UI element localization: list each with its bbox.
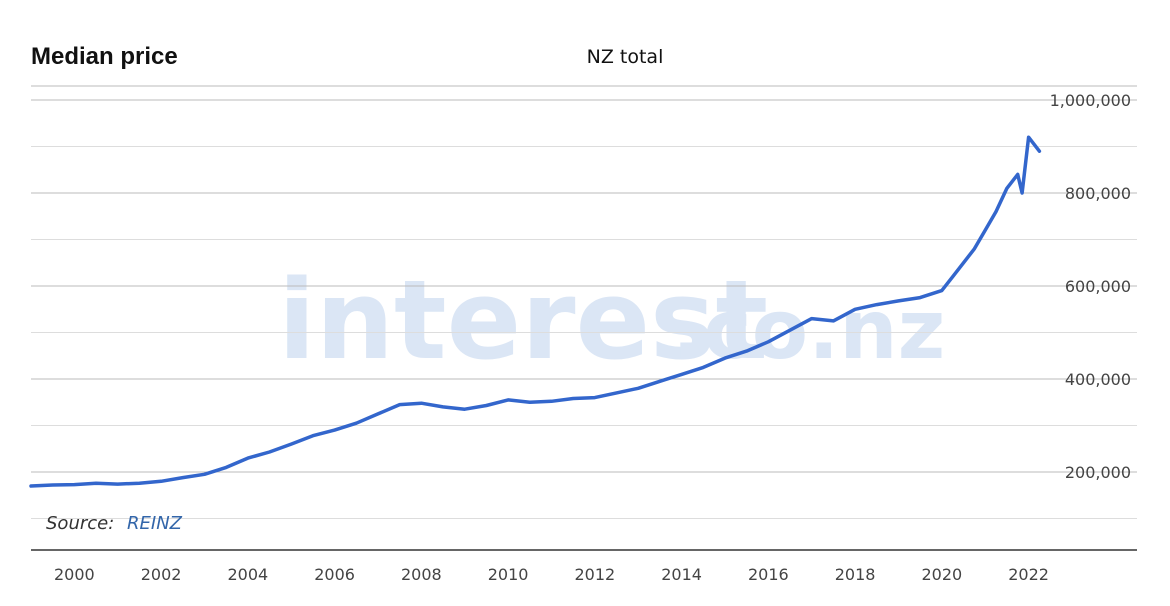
source-link[interactable]: REINZ: [127, 513, 183, 534]
x-tick-label: 2010: [488, 565, 529, 584]
series-line: [29, 135, 1042, 488]
y-tick-label: 200,000: [1065, 463, 1131, 482]
x-tick-label: 2014: [661, 565, 702, 584]
watermark-main: interest: [278, 256, 768, 384]
y-tick-label: 1,000,000: [1050, 91, 1131, 110]
watermark: interest .co.nz: [278, 256, 945, 384]
x-tick-label: 2004: [228, 565, 269, 584]
source-note: Source: REINZ: [46, 513, 183, 534]
y-tick-label: 400,000: [1065, 370, 1131, 389]
x-axis-ticks: 2000 2002 2004 2006 2008 2010 2012 2014 2016 2018…: [54, 565, 1049, 584]
gridlines: [31, 85, 1137, 519]
x-tick-label: 2008: [401, 565, 442, 584]
x-tick-label: 2018: [835, 565, 876, 584]
chart-subtitle: NZ total: [587, 46, 664, 68]
y-axis-ticks: 200,000 400,000 600,000 800,000 1,000,000: [1050, 91, 1131, 482]
x-tick-label: 2012: [574, 565, 615, 584]
y-tick-label: 800,000: [1065, 184, 1131, 203]
x-tick-label: 2016: [748, 565, 789, 584]
x-tick-label: 2000: [54, 565, 95, 584]
y-tick-label: 600,000: [1065, 277, 1131, 296]
x-tick-label: 2020: [921, 565, 962, 584]
chart-title: Median price: [31, 43, 178, 70]
x-tick-label: 2022: [1008, 565, 1049, 584]
source-label: Source:: [46, 513, 114, 534]
x-tick-label: 2002: [141, 565, 182, 584]
x-tick-label: 2006: [314, 565, 355, 584]
